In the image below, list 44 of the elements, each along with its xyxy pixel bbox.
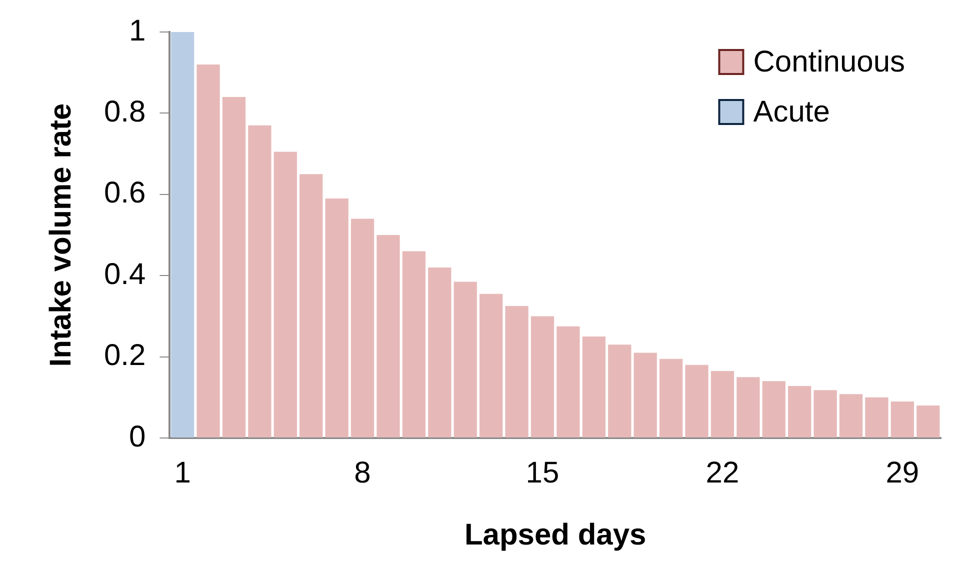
bar [505, 306, 528, 438]
bar [274, 152, 297, 438]
bar [454, 282, 477, 438]
bar [376, 235, 400, 438]
bar [814, 390, 837, 438]
bar [428, 267, 452, 438]
bar [839, 394, 863, 438]
x-tick-label: 29 [886, 456, 920, 490]
bar [248, 125, 272, 438]
y-tick-label: 0.2 [104, 339, 146, 372]
bar [788, 386, 812, 438]
bar [865, 397, 888, 438]
x-axis-title: Lapsed days [464, 518, 646, 552]
bar [890, 401, 914, 438]
y-tick-label: 0.6 [104, 176, 146, 210]
y-tick-label: 0 [129, 420, 146, 454]
legend-label: Continuous [753, 45, 906, 78]
legend-label: Acute [753, 95, 830, 128]
bar [556, 326, 580, 438]
bar [762, 381, 786, 438]
bar [659, 358, 683, 438]
x-tick-label: 22 [706, 456, 740, 490]
y-tick-label: 0.8 [104, 95, 146, 128]
bar [196, 64, 220, 438]
x-tick-label: 15 [526, 456, 560, 490]
bar [582, 336, 606, 438]
bar [530, 316, 554, 438]
bar [222, 96, 246, 438]
x-tick-label: 1 [174, 456, 191, 490]
bar [325, 198, 348, 438]
y-tick-label: 0.4 [104, 258, 146, 291]
bar [736, 377, 760, 438]
bar [350, 218, 374, 438]
y-axis-title: Intake volume rate [44, 103, 78, 367]
bar [685, 364, 708, 438]
bar [634, 352, 657, 438]
bar [480, 294, 503, 438]
bar [916, 406, 940, 438]
bar [402, 251, 426, 438]
bar [710, 371, 734, 438]
y-tick-label: 1 [129, 14, 146, 48]
x-tick-label: 8 [354, 456, 371, 490]
bar [608, 344, 632, 438]
bar [300, 174, 323, 438]
